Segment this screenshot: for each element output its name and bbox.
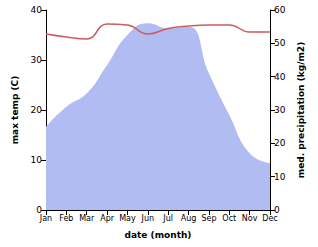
svg-text:40: 40 bbox=[31, 5, 43, 15]
svg-text:Jan: Jan bbox=[39, 214, 52, 223]
svg-text:max temp (C): max temp (C) bbox=[10, 76, 20, 145]
svg-text:Jul: Jul bbox=[162, 214, 173, 223]
svg-text:0: 0 bbox=[36, 205, 42, 215]
svg-text:20: 20 bbox=[31, 105, 43, 115]
svg-text:20: 20 bbox=[274, 138, 286, 148]
svg-text:May: May bbox=[119, 214, 136, 223]
svg-text:date (month): date (month) bbox=[125, 230, 192, 240]
svg-text:0: 0 bbox=[274, 205, 280, 215]
svg-text:Apr: Apr bbox=[100, 214, 115, 223]
svg-text:Dec: Dec bbox=[262, 214, 277, 223]
svg-text:10: 10 bbox=[274, 172, 286, 182]
svg-text:30: 30 bbox=[31, 55, 43, 65]
svg-text:Mar: Mar bbox=[79, 214, 95, 223]
svg-text:Jun: Jun bbox=[141, 214, 155, 223]
svg-text:10: 10 bbox=[31, 155, 43, 165]
svg-text:60: 60 bbox=[274, 5, 286, 15]
svg-text:med. precipitation (kg/m2): med. precipitation (kg/m2) bbox=[296, 42, 306, 178]
svg-text:Nov: Nov bbox=[242, 214, 258, 223]
svg-text:30: 30 bbox=[274, 105, 286, 115]
svg-text:Aug: Aug bbox=[181, 214, 197, 223]
svg-text:40: 40 bbox=[274, 72, 286, 82]
svg-text:50: 50 bbox=[274, 38, 286, 48]
svg-text:Oct: Oct bbox=[222, 214, 236, 223]
svg-text:Sep: Sep bbox=[201, 214, 216, 223]
svg-text:Feb: Feb bbox=[59, 214, 73, 223]
